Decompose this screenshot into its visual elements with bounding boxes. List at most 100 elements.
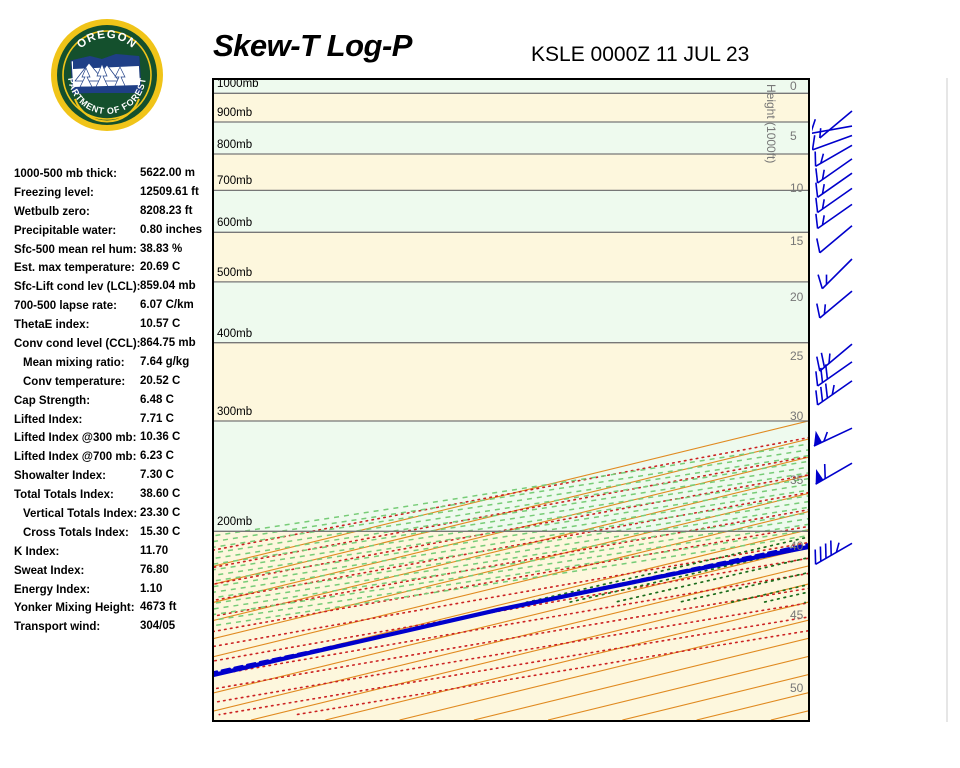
wind-barb: [815, 172, 853, 198]
wind-barb: [817, 258, 853, 290]
pressure-band: [214, 93, 808, 122]
parameter-label: Sweat Index:: [14, 564, 85, 577]
pressure-tick-label: 500mb: [217, 266, 253, 279]
parameter-row: 700-500 lapse rate: 6.07 C/km: [14, 296, 204, 315]
parameter-label: Yonker Mixing Height:: [14, 602, 135, 615]
wind-barb: [815, 380, 853, 406]
parameter-label: Lifted Index @700 mb:: [14, 451, 137, 464]
wind-barb-pennant: [815, 469, 824, 485]
height-tick-label: 35: [790, 472, 804, 487]
parameter-label: Conv cond level (CCL):: [14, 338, 141, 351]
parameter-label: Mean mixing ratio:: [23, 356, 125, 369]
wind-barb-feather: [816, 238, 821, 253]
wind-barb-shaft: [819, 110, 853, 139]
parameter-value: 859.04 mb: [140, 280, 196, 293]
parameter-value: 1.10: [140, 582, 163, 595]
wind-barb: [814, 540, 853, 565]
height-tick-label: 0: [790, 78, 797, 93]
parameter-row: Freezing level: 12509.61 ft: [14, 183, 204, 202]
wind-barb-feather: [816, 356, 821, 372]
pressure-tick-label: 900mb: [217, 106, 253, 119]
parameter-label: Lifted Index @300 mb:: [14, 432, 137, 445]
parameter-label: Showalter Index:: [14, 470, 107, 483]
isotherm-line: [214, 511, 808, 658]
pressure-tick-label: 400mb: [217, 327, 253, 340]
parameter-value: 12509.61 ft: [140, 185, 199, 198]
wind-barb-feather: [817, 274, 824, 289]
wind-barb: [815, 361, 853, 387]
parameter-value: 23.30 C: [140, 507, 181, 520]
pressure-band: [214, 342, 808, 421]
parameter-value: 38.83 %: [140, 242, 183, 255]
wind-barb-feather: [815, 390, 819, 406]
height-tick-label: 15: [790, 234, 804, 249]
parameter-value: 20.52 C: [140, 374, 181, 387]
pressure-band: [214, 190, 808, 233]
parameter-row: Yonker Mixing Height: 4673 ft: [14, 598, 204, 617]
parameter-row: Total Totals Index: 38.60 C: [14, 485, 204, 504]
wind-barb: [816, 225, 853, 254]
parameter-value: 6.07 C/km: [140, 299, 194, 312]
height-tick-label: 30: [790, 409, 804, 424]
parameter-row: Mean mixing ratio: 7.64 g/kg: [14, 353, 204, 372]
wind-barb-feather: [820, 352, 826, 368]
wind-barb-shaft: [815, 462, 853, 485]
pressure-tick-label: 1000mb: [217, 78, 259, 91]
wind-barb-feather: [812, 135, 816, 151]
wind-barb: [812, 119, 853, 134]
parameter-label: Transport wind:: [14, 621, 101, 634]
wind-barb-feather: [820, 386, 824, 402]
pressure-tick-label: 700mb: [217, 175, 253, 188]
parameter-label: ThetaE index:: [14, 319, 90, 332]
wind-barb-shaft: [812, 134, 853, 151]
skewt-plot-svg: [214, 80, 808, 720]
wind-barb-half-feather: [835, 542, 840, 553]
parameter-value: 10.36 C: [140, 431, 181, 444]
wind-barb: [813, 427, 853, 447]
pressure-band: [214, 154, 808, 191]
parameter-label: Total Totals Index:: [14, 489, 114, 502]
parameter-value: 76.80: [140, 563, 169, 576]
height-tick-label: 10: [790, 180, 804, 195]
isotherm-line: [214, 474, 808, 621]
pressure-tick-label: 600mb: [217, 217, 253, 230]
parameter-label: Wetbulb zero:: [14, 205, 90, 218]
wind-barb-half-feather: [821, 215, 825, 226]
wind-barb-feather: [815, 371, 819, 387]
wind-barb: [812, 134, 853, 151]
parameter-row: Conv cond level (CCL): 864.75 mb: [14, 334, 204, 353]
parameter-row: Cap Strength: 6.48 C: [14, 391, 204, 410]
parameter-value: 10.57 C: [140, 318, 181, 331]
pressure-band: [214, 531, 808, 720]
isotherm-line: [250, 583, 808, 720]
isotherm-line: [214, 492, 808, 640]
parameter-row: K Index: 11.70: [14, 542, 204, 561]
wind-barb-half-feather: [821, 169, 825, 180]
pressure-tick-label: 300mb: [217, 405, 253, 418]
height-tick-label: 45: [790, 608, 804, 623]
wind-barb-panel: [812, 78, 960, 722]
parameter-row: Lifted Index @700 mb: 6.23 C: [14, 447, 204, 466]
wind-barb: [816, 290, 853, 319]
parameter-row: Wetbulb zero: 8208.23 ft: [14, 202, 204, 221]
parameter-value: 7.71 C: [140, 412, 174, 425]
isotherm-line: [214, 529, 808, 676]
parameter-row: Energy Index: 1.10: [14, 580, 204, 599]
parameter-label: Sfc-500 mean rel hum:: [14, 243, 137, 256]
parameter-label: Energy Index:: [14, 583, 91, 596]
parameter-label: Precipitable water:: [14, 224, 117, 237]
parameter-label: Cap Strength:: [14, 394, 91, 407]
wind-barb-half-feather: [821, 199, 825, 210]
height-tick-label: 50: [790, 681, 804, 696]
parameter-value: 304/05: [140, 620, 176, 633]
parameter-label: Est. max temperature:: [14, 262, 135, 275]
parameter-row: Transport wind: 304/05: [14, 617, 204, 636]
parameter-row: Precipitable water: 0.80 inches: [14, 221, 204, 240]
pressure-band: [214, 80, 808, 94]
wind-barb-feather: [812, 119, 817, 132]
parameter-row: Conv temperature: 20.52 C: [14, 372, 204, 391]
wind-barb-half-feather: [823, 431, 829, 442]
wind-barb-half-feather: [831, 384, 835, 395]
wind-barb-feather: [815, 197, 819, 213]
